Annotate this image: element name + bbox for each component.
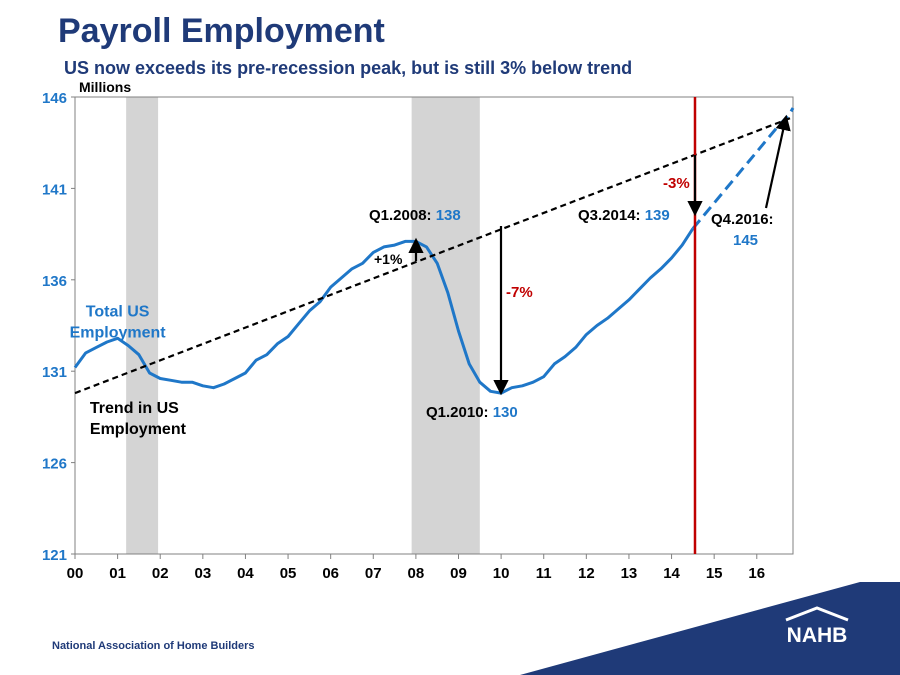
x-tick-label-12: 12 [578,565,595,582]
x-tick-label-01: 01 [109,565,126,582]
x-tick-label-04: 04 [237,565,254,582]
x-tick-label-06: 06 [322,565,339,582]
q4-2016-arrow [764,114,791,209]
minus-3-percent-label: -3% [663,175,690,192]
x-tick-label-13: 13 [621,565,638,582]
x-tick-label-02: 02 [152,565,169,582]
x-tick-label-00: 00 [67,565,84,582]
recession-band-1 [411,97,480,554]
plot-frame [74,96,794,555]
y-tick-label-146: 146 [42,90,67,107]
x-tick-label-14: 14 [663,565,680,582]
y-tick-label-141: 141 [42,181,67,198]
minus-7-percent-label: -7% [506,284,533,301]
logo-text: NAHB [787,624,848,646]
annotation-q4-2016: Q4.2016: [711,211,774,228]
trend-label: Trend in US Employment [90,400,187,438]
x-tick-label-05: 05 [280,565,297,582]
y-tick-label-131: 131 [42,364,67,381]
footer-org-name: National Association of Home Builders [52,640,255,652]
annotation-q4-2016-value: 145 [733,232,758,249]
footer-band [520,582,900,675]
y-tick-label-136: 136 [42,273,67,290]
x-tick-label-08: 08 [408,565,425,582]
annotation-q1-2010: Q1.2010: 130 [426,404,518,421]
chart-title: Payroll Employment [58,12,385,50]
annotation-q3-2014: Q3.2014: 139 [578,207,670,224]
recession-band-0 [126,97,159,554]
chart-subtitle: US now exceeds its pre-recession peak, b… [64,58,633,78]
x-tick-label-11: 11 [536,565,552,582]
total-employment-label: Total US Employment [70,303,167,341]
x-tick-label-03: 03 [194,565,211,582]
x-tick-label-15: 15 [706,565,723,582]
total-employment-line [73,227,695,395]
x-tick-label-07: 07 [365,565,382,582]
x-tick-label-10: 10 [493,565,510,582]
plus-1-percent-label: +1% [374,251,403,267]
annotation-q1-2008: Q1.2008: 138 [369,207,461,224]
x-tick-label-16: 16 [748,565,765,582]
nahb-logo: NAHB [785,606,849,646]
y-tick-label-121: 121 [42,547,67,564]
y-tick-label-126: 126 [42,456,67,473]
y-axis-unit-label: Millions [79,79,131,95]
x-tick-label-09: 09 [450,565,467,582]
trend-line [74,116,794,395]
